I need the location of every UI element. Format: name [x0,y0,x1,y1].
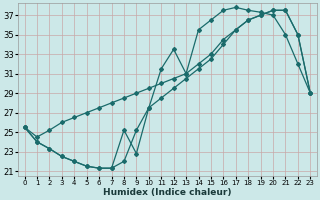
X-axis label: Humidex (Indice chaleur): Humidex (Indice chaleur) [103,188,232,197]
